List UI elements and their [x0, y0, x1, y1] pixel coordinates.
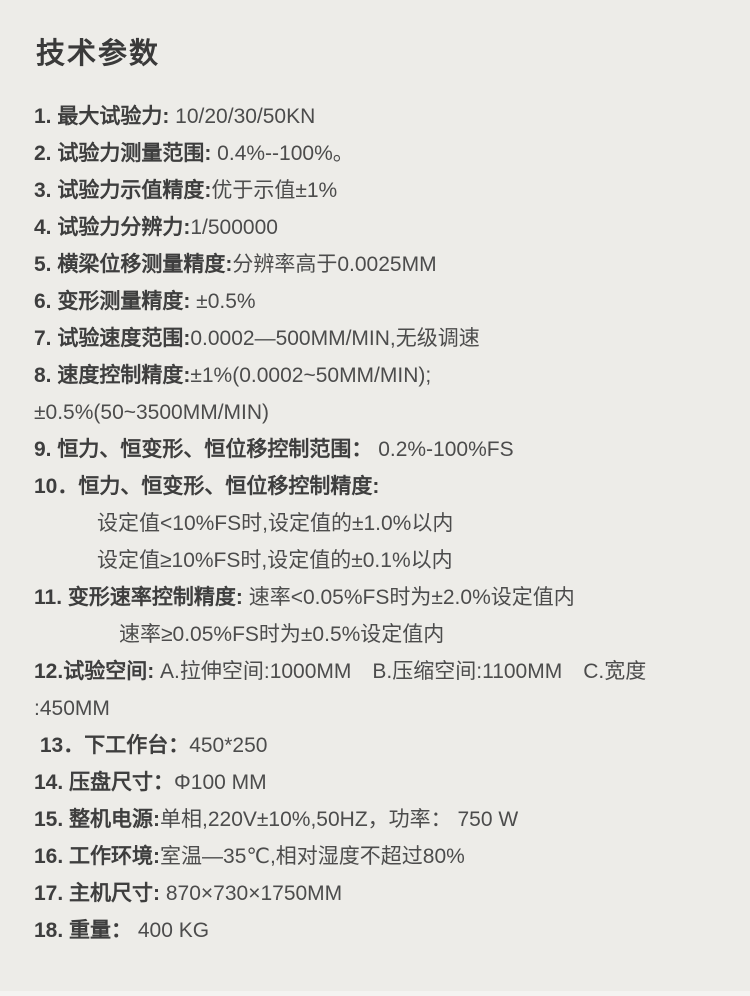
spec-line: :450MM — [34, 690, 750, 727]
spec-line-value: 870×730×1750MM — [160, 882, 343, 905]
spec-line-value: Φ100 MM — [174, 771, 267, 794]
spec-line-label: 11. 变形速率控制精度: — [34, 586, 243, 609]
spec-line-value: 速率<0.05%FS时为±2.0%设定值内 — [242, 586, 575, 609]
spec-line: 9. 恒力、恒变形、恒位移控制范围： 0.2%-100%FS — [34, 431, 750, 468]
spec-line: 4. 试验力分辨力:1/500000 — [34, 209, 750, 246]
spec-line: 16. 工作环境:室温—35℃,相对湿度不超过80% — [34, 838, 750, 875]
spec-line: 14. 压盘尺寸：Φ100 MM — [34, 764, 750, 801]
spec-line-value: 10/20/30/50KN — [169, 105, 316, 128]
spec-line: 设定值<10%FS时,设定值的±1.0%以内 — [34, 505, 750, 542]
spec-line-label: 8. 速度控制精度: — [34, 364, 191, 387]
spec-line: 15. 整机电源:单相,220V±10%,50HZ，功率： 750 W — [34, 801, 750, 838]
spec-line-value: 分辨率高于0.0025MM — [232, 253, 437, 276]
spec-line-label: 15. 整机电源: — [34, 808, 161, 831]
spec-line-label: 12.试验空间: — [34, 660, 155, 683]
spec-line-label: 4. 试验力分辨力: — [34, 216, 191, 239]
spec-line-label: 3. 试验力示值精度: — [34, 179, 212, 202]
spec-line: 6. 变形测量精度: ±0.5% — [34, 283, 750, 320]
spec-line: 8. 速度控制精度:±1%(0.0002~50MM/MIN); — [34, 357, 750, 394]
spec-line-label: 5. 横梁位移测量精度: — [34, 253, 233, 276]
spec-line: 设定值≥10%FS时,设定值的±0.1%以内 — [34, 542, 750, 579]
spec-line: 11. 变形速率控制精度: 速率<0.05%FS时为±2.0%设定值内 — [34, 579, 750, 616]
spec-line: 10．恒力、恒变形、恒位移控制精度: — [34, 468, 750, 505]
spec-line: ±0.5%(50~3500MM/MIN) — [34, 394, 750, 431]
spec-line-value: 0.0002—500MM/MIN,无级调速 — [190, 327, 480, 350]
spec-line-value: A.拉伸空间:1000MM B.压缩空间:1100MM C.宽度 — [154, 660, 647, 683]
spec-line-value: 450*250 — [189, 734, 268, 757]
spec-line: 2. 试验力测量范围: 0.4%--100%。 — [34, 135, 750, 172]
spec-line: 18. 重量： 400 KG — [34, 912, 750, 949]
spec-line-label: 1. 最大试验力: — [34, 105, 170, 128]
spec-line-value: 400 KG — [132, 919, 210, 942]
spec-line-value: ±1%(0.0002~50MM/MIN); — [190, 364, 432, 387]
spec-line-value: 0.2%-100%FS — [372, 438, 514, 461]
spec-line: 13．下工作台：450*250 — [34, 727, 750, 764]
spec-line-value: 单相,220V±10%,50HZ，功率： 750 W — [160, 808, 519, 831]
spec-line: 17. 主机尺寸: 870×730×1750MM — [34, 875, 750, 912]
spec-line-label: 14. 压盘尺寸： — [34, 771, 175, 794]
spec-line-label: 10．恒力、恒变形、恒位移控制精度: — [34, 475, 380, 498]
spec-line-value: 速率≥0.05%FS时为±0.5%设定值内 — [119, 623, 445, 646]
page-bottom-edge — [0, 991, 750, 996]
spec-line-label: 9. 恒力、恒变形、恒位移控制范围： — [34, 438, 373, 461]
spec-line-value: ±0.5%(50~3500MM/MIN) — [34, 401, 270, 424]
spec-line-label: 16. 工作环境: — [34, 845, 161, 868]
spec-line-label: 7. 试验速度范围: — [34, 327, 191, 350]
spec-line-label: 13．下工作台： — [34, 734, 190, 757]
spec-line-value: 0.4%--100%。 — [211, 142, 354, 165]
spec-line-value: 优于示值±1% — [211, 179, 338, 202]
spec-line-value: 室温—35℃,相对湿度不超过80% — [160, 845, 465, 868]
spec-line-label: 6. 变形测量精度: — [34, 290, 191, 313]
spec-line-label: 18. 重量： — [34, 919, 133, 942]
spec-line-value: 设定值<10%FS时,设定值的±1.0%以内 — [97, 512, 454, 535]
spec-list: 1. 最大试验力: 10/20/30/50KN 2. 试验力测量范围: 0.4%-… — [0, 98, 750, 949]
spec-line: 1. 最大试验力: 10/20/30/50KN — [34, 98, 750, 135]
spec-line: 5. 横梁位移测量精度:分辨率高于0.0025MM — [34, 246, 750, 283]
spec-line-label: 17. 主机尺寸: — [34, 882, 161, 905]
spec-line-value: 设定值≥10%FS时,设定值的±0.1%以内 — [97, 549, 453, 572]
spec-line: 12.试验空间: A.拉伸空间:1000MM B.压缩空间:1100MM C.宽… — [34, 653, 750, 690]
spec-line-label: 2. 试验力测量范围: — [34, 142, 212, 165]
spec-line-value: 1/500000 — [190, 216, 278, 239]
spec-line: 7. 试验速度范围:0.0002—500MM/MIN,无级调速 — [34, 320, 750, 357]
spec-line-value: :450MM — [34, 697, 110, 720]
spec-line-value: ±0.5% — [190, 290, 256, 313]
page-title: 技术参数 — [36, 38, 161, 70]
spec-line: 速率≥0.05%FS时为±0.5%设定值内 — [34, 616, 750, 653]
spec-line: 3. 试验力示值精度:优于示值±1% — [34, 172, 750, 209]
